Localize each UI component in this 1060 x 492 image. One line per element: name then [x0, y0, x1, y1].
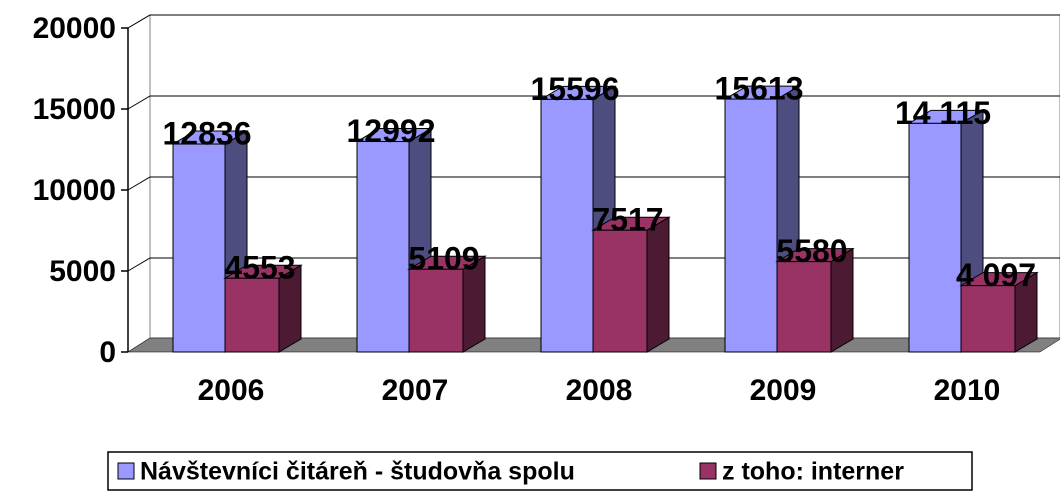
bar [172, 143, 226, 353]
x-tick-label: 2009 [750, 374, 817, 407]
y-tick-label: 15000 [33, 93, 116, 126]
x-tick-label: 2008 [566, 374, 633, 407]
bar [408, 268, 464, 353]
data-label: 5109 [408, 241, 479, 277]
bar [540, 98, 594, 353]
y-tick-label: 0 [99, 336, 116, 369]
x-tick-label: 2010 [934, 374, 1001, 407]
bar [908, 122, 962, 353]
data-label: 7517 [592, 202, 663, 238]
data-label: 15596 [531, 71, 620, 107]
bar [776, 261, 832, 353]
y-tick-label: 10000 [33, 174, 116, 207]
legend-label: Návštevníci čitáreň - študovňa spolu [140, 458, 575, 486]
legend-label: z toho: interner [722, 458, 904, 486]
x-tick-label: 2007 [382, 374, 449, 407]
legend-swatch [699, 462, 717, 480]
grid-line [127, 14, 1060, 29]
data-label: 14 115 [895, 95, 991, 131]
data-label: 4553 [224, 250, 295, 286]
legend [107, 451, 973, 491]
data-label: 12836 [163, 116, 252, 152]
bar [592, 229, 648, 353]
bar [356, 141, 410, 353]
data-label: 15613 [715, 71, 804, 107]
x-tick-label: 2006 [198, 374, 265, 407]
y-tick-label: 5000 [49, 255, 116, 288]
data-label: 4 097 [956, 257, 1036, 293]
data-label: 5580 [776, 233, 847, 269]
legend-swatch [117, 462, 135, 480]
bar [224, 277, 280, 353]
y-tick-label: 20000 [33, 12, 116, 45]
bar [960, 285, 1016, 353]
data-label: 12992 [347, 113, 436, 149]
bar [724, 98, 778, 353]
